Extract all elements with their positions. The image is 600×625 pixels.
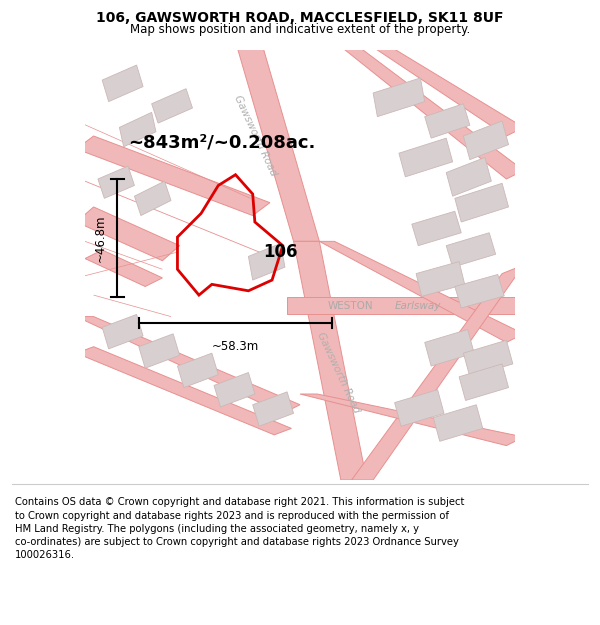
Polygon shape: [463, 121, 509, 159]
Polygon shape: [425, 329, 474, 366]
Polygon shape: [139, 334, 179, 368]
Polygon shape: [373, 78, 425, 117]
Text: ~46.8m: ~46.8m: [94, 214, 107, 262]
Text: Earlsway: Earlsway: [395, 301, 441, 311]
Polygon shape: [293, 241, 367, 480]
Polygon shape: [134, 181, 171, 216]
Text: 106: 106: [263, 243, 298, 261]
Polygon shape: [253, 392, 293, 426]
Polygon shape: [214, 372, 255, 407]
Polygon shape: [395, 390, 444, 426]
Polygon shape: [102, 65, 143, 102]
Polygon shape: [76, 347, 292, 435]
Polygon shape: [416, 261, 464, 296]
Polygon shape: [235, 41, 319, 241]
Polygon shape: [178, 353, 218, 388]
Text: ~58.3m: ~58.3m: [212, 340, 259, 353]
Text: WESTON: WESTON: [328, 301, 374, 311]
Polygon shape: [102, 314, 143, 349]
Polygon shape: [287, 298, 524, 314]
Polygon shape: [119, 112, 156, 147]
Text: ~843m²/~0.208ac.: ~843m²/~0.208ac.: [128, 134, 316, 151]
Polygon shape: [412, 211, 461, 246]
Polygon shape: [425, 104, 470, 138]
Polygon shape: [248, 244, 285, 280]
Polygon shape: [399, 138, 452, 177]
Text: Contains OS data © Crown copyright and database right 2021. This information is : Contains OS data © Crown copyright and d…: [15, 498, 464, 560]
Polygon shape: [98, 166, 134, 198]
Polygon shape: [300, 394, 524, 446]
Polygon shape: [334, 41, 524, 179]
Polygon shape: [352, 265, 524, 480]
Polygon shape: [365, 41, 524, 136]
Polygon shape: [446, 232, 496, 267]
Text: Map shows position and indicative extent of the property.: Map shows position and indicative extent…: [130, 23, 470, 36]
Polygon shape: [76, 317, 300, 413]
Polygon shape: [152, 89, 193, 123]
Polygon shape: [319, 241, 524, 342]
Text: Gawsworth Road: Gawsworth Road: [232, 94, 278, 178]
Polygon shape: [76, 207, 179, 261]
Polygon shape: [446, 158, 491, 196]
Polygon shape: [459, 364, 509, 401]
Polygon shape: [76, 136, 270, 216]
Polygon shape: [455, 274, 504, 308]
Polygon shape: [433, 405, 483, 441]
Polygon shape: [455, 183, 509, 222]
Polygon shape: [463, 340, 513, 377]
Text: Gawsworth Road: Gawsworth Road: [316, 331, 362, 414]
Polygon shape: [85, 250, 163, 286]
Text: 106, GAWSWORTH ROAD, MACCLESFIELD, SK11 8UF: 106, GAWSWORTH ROAD, MACCLESFIELD, SK11 …: [96, 11, 504, 25]
